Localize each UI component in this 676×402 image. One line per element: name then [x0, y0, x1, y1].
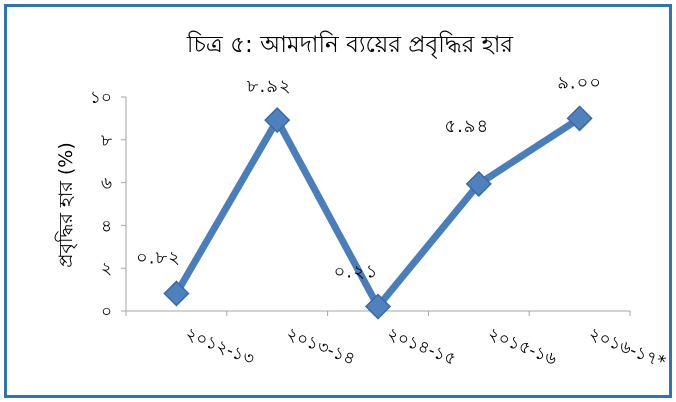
x-tick-label: ২০১২-১৩: [183, 324, 258, 370]
y-tick-label: ৮: [101, 131, 112, 151]
data-label: ৫.৯৪: [444, 116, 489, 137]
x-tick-label: ২০১৫-১৬: [485, 324, 560, 370]
x-tick-label: ২০১৩-১৪: [283, 324, 358, 370]
chart-frame: [4, 4, 672, 398]
y-tick-label: ৬: [101, 174, 112, 194]
y-tick-label: ২: [101, 259, 112, 279]
data-point-marker: [364, 293, 392, 320]
data-point-marker: [566, 105, 593, 132]
data-label: ৯.০০: [557, 72, 602, 93]
x-tick-label: ২০১৪-১৫: [384, 324, 459, 370]
data-point-marker: [465, 170, 492, 197]
data-label: ০.২১: [334, 262, 379, 283]
y-tick-label: ১০: [90, 88, 112, 108]
chart-title: চিত্র ৫: আমদানি ব্যয়ের প্রবৃদ্ধির হার: [186, 31, 514, 58]
data-point-marker: [163, 280, 190, 307]
data-label: ৮.৯২: [247, 76, 292, 97]
x-tick-label: ২০১৬-১৭*: [586, 324, 669, 373]
y-tick-label: ৪: [101, 216, 112, 236]
y-axis-label: প্রবৃদ্ধির হার (%): [55, 142, 77, 267]
data-point-marker: [264, 107, 291, 134]
data-label: ০.৮২: [136, 247, 181, 268]
y-tick-label: ০: [101, 302, 112, 322]
